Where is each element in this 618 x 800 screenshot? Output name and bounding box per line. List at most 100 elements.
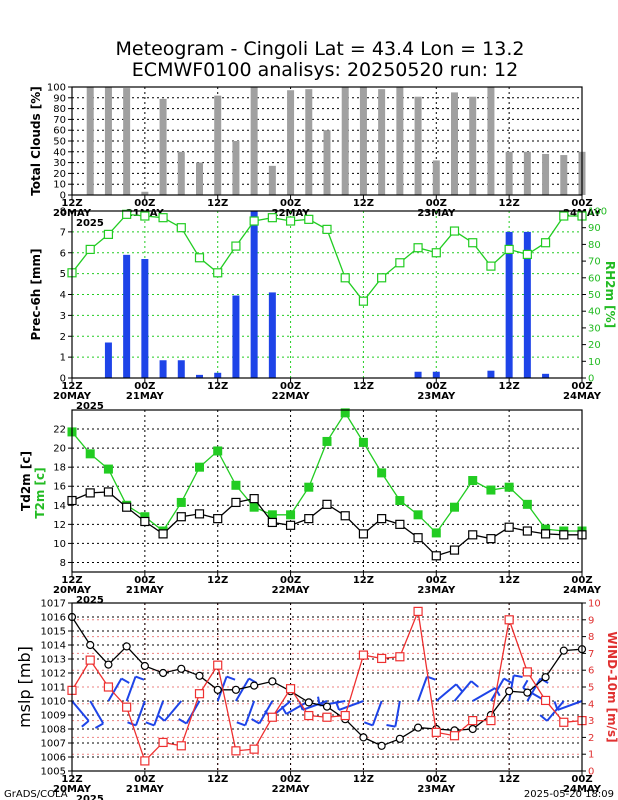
mslp-y-label: mslp [mb] bbox=[15, 646, 34, 728]
y-tick-label: 1008 bbox=[41, 725, 66, 736]
precip-y-label: Prec-6h [mm] bbox=[29, 249, 43, 341]
mslp-marker bbox=[268, 677, 277, 686]
y-tick-label: 10 bbox=[53, 180, 66, 191]
mslp-marker bbox=[122, 642, 131, 651]
td2m-marker bbox=[249, 494, 259, 504]
wind-barb bbox=[553, 700, 583, 711]
wind-barb-feather bbox=[145, 721, 155, 727]
cloud-bar bbox=[560, 155, 568, 195]
clouds-y-label: Total Clouds [%] bbox=[29, 86, 43, 196]
rh-marker bbox=[395, 258, 405, 268]
x-tick-label: 12Z bbox=[61, 575, 82, 586]
x-tick-label: 00Z bbox=[426, 198, 447, 209]
y2-tick-label: 2 bbox=[588, 733, 594, 744]
wind-barb bbox=[453, 680, 479, 702]
panel-frame-2 bbox=[71, 210, 583, 379]
x-tick-date-label: 22MAY bbox=[272, 585, 311, 596]
t2m-marker bbox=[85, 449, 95, 459]
x-tick-label: 12Z bbox=[61, 198, 82, 209]
mslp-marker bbox=[377, 741, 386, 750]
y-tick-label: 4 bbox=[60, 290, 66, 301]
wind-barb-staff bbox=[135, 700, 146, 726]
wind-10m-marker bbox=[395, 652, 405, 662]
mslp-wind-panel: 1005100610071008100910101011101210131014… bbox=[15, 599, 618, 800]
x-tick-date-label: 22MAY bbox=[272, 784, 311, 795]
wind-barb-staff bbox=[472, 687, 496, 702]
wind-barb bbox=[363, 700, 383, 727]
mslp-marker bbox=[86, 640, 95, 650]
precip-bar bbox=[542, 373, 550, 378]
wind-barb-staff bbox=[235, 677, 250, 702]
td2m-marker bbox=[103, 487, 114, 497]
y-tick-label: 1007 bbox=[41, 739, 66, 750]
chart-title-line1: Meteogram - Cingoli Lat = 43.4 Lon = 13.… bbox=[116, 38, 525, 60]
y2-tick-label: 40 bbox=[588, 307, 601, 318]
wind-10m-marker bbox=[522, 667, 532, 677]
y-tick-label: 20 bbox=[53, 169, 66, 180]
y2-tick-label: 80 bbox=[588, 240, 601, 251]
rh-marker bbox=[140, 211, 150, 221]
td2m-marker bbox=[158, 529, 168, 539]
precip-bar bbox=[214, 372, 222, 378]
precip-rh-panel: 012345678010203040506070809010012Z20MAY2… bbox=[29, 207, 617, 413]
td2m-marker bbox=[213, 514, 223, 524]
precip-bar bbox=[523, 231, 531, 378]
wind-10m-marker bbox=[122, 702, 132, 712]
cloud-bar bbox=[341, 87, 349, 195]
y-tick-label: 7 bbox=[60, 227, 66, 238]
wind-10m-marker bbox=[158, 737, 168, 748]
rh-marker bbox=[486, 261, 496, 271]
y-tick-label: 70 bbox=[53, 115, 66, 126]
wind-barb-staff bbox=[546, 700, 565, 722]
wind-barb-feather bbox=[539, 714, 548, 722]
x-tick-label: 12Z bbox=[353, 198, 374, 209]
mslp-marker bbox=[231, 685, 241, 694]
y2-tick-label: 5 bbox=[588, 683, 594, 694]
wind-barb-staff bbox=[244, 700, 256, 726]
y2-tick-label: 60 bbox=[588, 273, 601, 284]
rh-marker bbox=[540, 238, 551, 248]
mslp-marker bbox=[505, 687, 514, 696]
x-tick-label: 12Z bbox=[499, 575, 520, 586]
wind-10m-marker bbox=[249, 744, 259, 754]
y2-tick-label: 30 bbox=[588, 323, 601, 334]
wind-10m-marker bbox=[103, 682, 114, 692]
x-tick-label: 00Z bbox=[134, 575, 155, 586]
cloud-bar bbox=[523, 151, 531, 195]
y2-tick-label: 10 bbox=[588, 599, 601, 610]
x-tick-label: 12Z bbox=[207, 198, 228, 209]
td2m-marker bbox=[559, 530, 569, 540]
mslp-marker bbox=[322, 702, 332, 711]
wind-barb bbox=[417, 675, 436, 702]
x-tick-label: 12Z bbox=[499, 381, 520, 392]
x-tick-date-label: 21MAY bbox=[126, 784, 165, 795]
wind-barb-staff bbox=[394, 700, 401, 727]
precip-bar bbox=[123, 254, 131, 378]
cloud-bar bbox=[159, 98, 167, 195]
cloud-bar bbox=[287, 90, 295, 195]
x-tick-date-label: 23MAY bbox=[417, 784, 456, 795]
y2-tick-label: 20 bbox=[588, 340, 601, 351]
cloud-bar bbox=[487, 87, 495, 195]
rh-marker bbox=[504, 244, 514, 255]
y-tick-label: 60 bbox=[53, 126, 66, 137]
wind-barb-staff bbox=[125, 676, 137, 702]
wind-barb-staff bbox=[107, 677, 123, 702]
wind-barb-staff bbox=[371, 700, 383, 726]
rh-marker bbox=[358, 296, 369, 306]
t2m-marker bbox=[195, 462, 204, 472]
cloud-bar bbox=[451, 92, 458, 195]
td2m-marker bbox=[486, 534, 496, 544]
y-tick-label: 80 bbox=[53, 104, 66, 115]
x-tick-label: 00Z bbox=[134, 198, 155, 209]
mslp-marker bbox=[559, 646, 568, 655]
chart-title-line2: ECMWF0100 analisys: 20250520 run: 12 bbox=[132, 59, 518, 81]
x-tick-label: 12Z bbox=[353, 774, 374, 785]
t2m-marker bbox=[249, 502, 259, 512]
mslp-marker bbox=[250, 681, 259, 690]
t2m-marker bbox=[395, 496, 405, 506]
x-tick-label: 12Z bbox=[207, 774, 228, 785]
wind-barb-staff bbox=[163, 700, 183, 722]
mslp-marker bbox=[304, 698, 313, 707]
